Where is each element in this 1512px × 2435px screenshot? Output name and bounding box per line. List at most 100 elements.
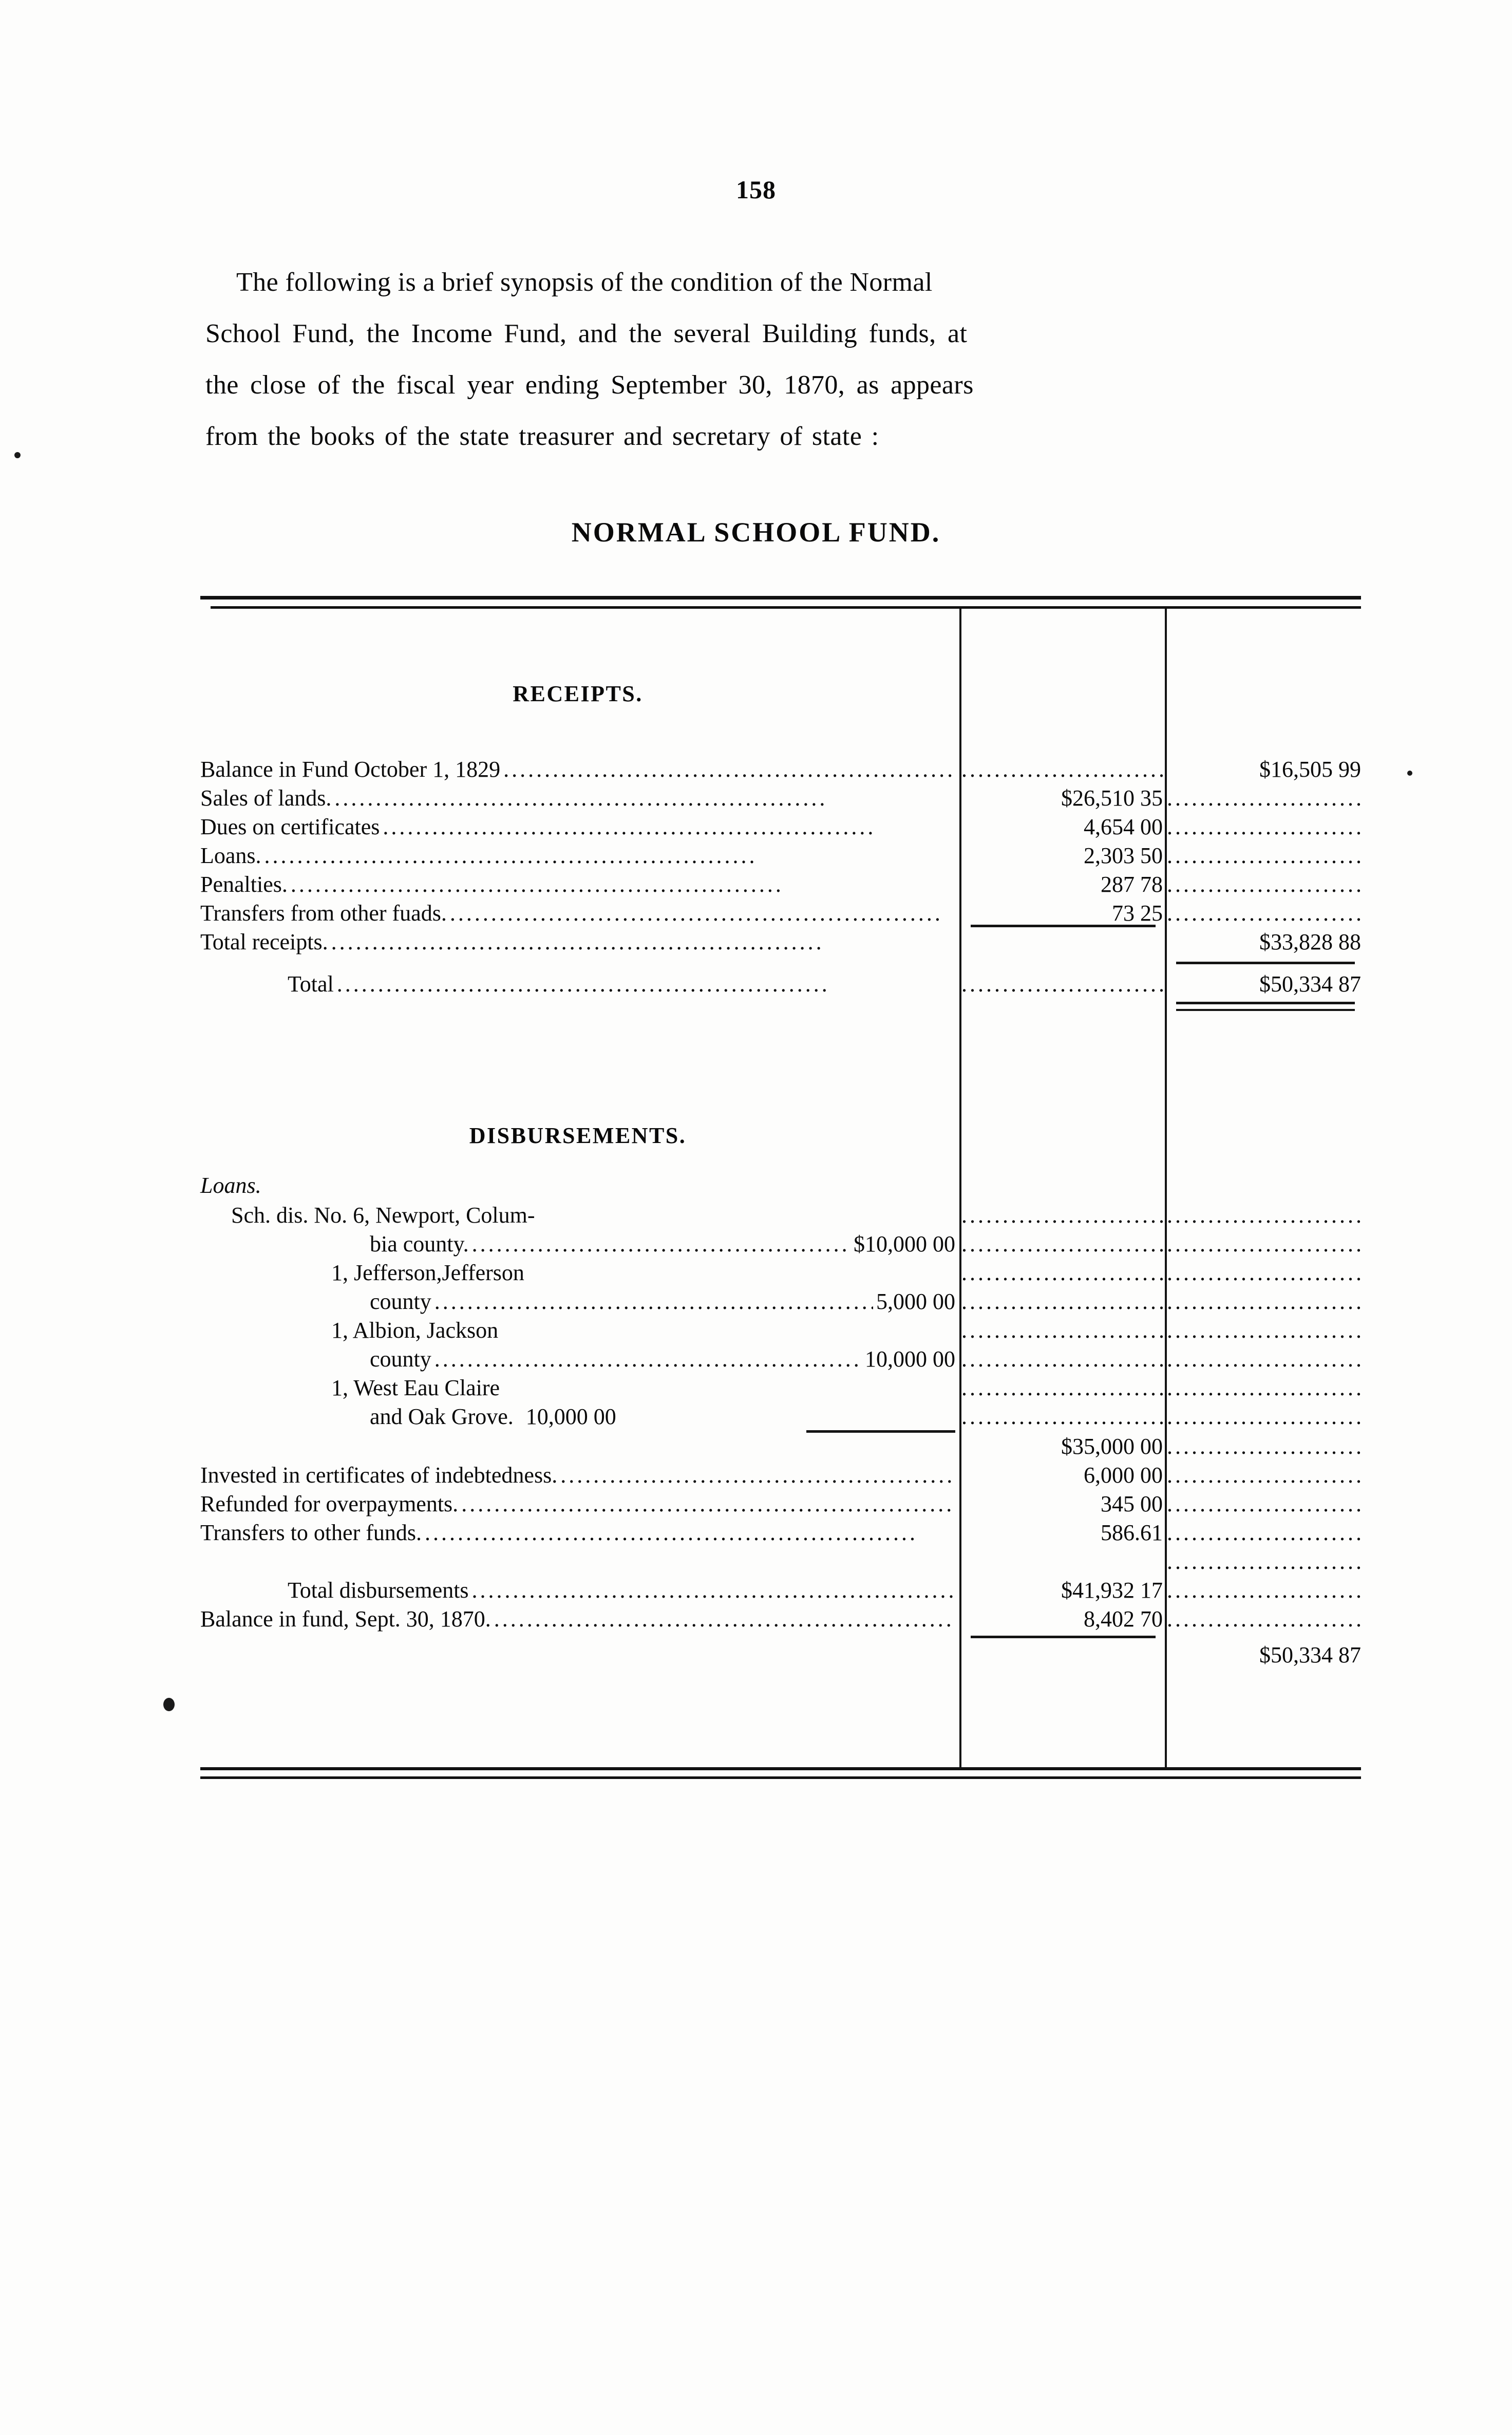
table-row: bia county. ............................… [200, 1230, 1365, 1259]
intro-line-1: The following is a brief synopsis of the… [236, 268, 933, 297]
leader-dots: ........................................… [503, 757, 955, 782]
row-amount-1: ........................................… [961, 971, 1167, 997]
row-amount-1: ........................................… [961, 1318, 1167, 1343]
row-label: Transfers to other funds. [200, 1520, 422, 1545]
row-label-cell: Penalties. .............................… [200, 870, 955, 899]
row-label-cell: Sch. dis. No. 6, Newport, Colum- [200, 1201, 955, 1230]
table-bottom-rule-inner [200, 1776, 1361, 1779]
table-top-rule-inner [211, 606, 1361, 609]
row-amount-1: $41,932 17 [1061, 1578, 1163, 1603]
intro-paragraph: The following is a brief synopsis of the… [205, 257, 1366, 462]
table-row: Sch. dis. No. 6, Newport, Colum- .......… [200, 1201, 1365, 1230]
column-rule-first [959, 609, 961, 1769]
row-amount-2: $50,334 87 [1259, 1642, 1361, 1668]
margin-ink-mark [163, 1698, 175, 1711]
table-row-grand-total: $50,334 87 [200, 1641, 1361, 1670]
row-amount-1: ........................................… [961, 1231, 1167, 1257]
row-amount-2: ........................................… [1167, 1549, 1365, 1574]
row-amount-2: $33,828 88 [1259, 929, 1361, 954]
row-label-cell: 1, Jefferson,Jefferson [200, 1259, 955, 1287]
intro-line-2: School Fund, the Income Fund, and the se… [205, 319, 968, 348]
row-amount-1: 6,000 00 [1084, 1463, 1163, 1488]
leader-dots: ........................................… [331, 929, 824, 954]
row-amount-inline: 10,000 00 [525, 1404, 616, 1429]
leader-dots: ........................................… [560, 1463, 955, 1488]
row-amount-1: 8,402 70 [1084, 1606, 1163, 1632]
row-label-cell: county .................................… [200, 1345, 955, 1374]
row-amount-2: ........................................… [1167, 1289, 1365, 1314]
row-label: and Oak Grove. [370, 1404, 514, 1429]
leader-dots: ........................................… [336, 971, 830, 997]
row-label-cell: Dues on certificates ...................… [200, 813, 955, 841]
row-label: Balance in fund, Sept. 30, 1870. [200, 1606, 491, 1632]
row-label: Balance in Fund October 1, 1829 [200, 757, 501, 782]
row-amount-2: ........................................… [1167, 1434, 1365, 1459]
table-row: 1, Albion, Jackson .....................… [200, 1316, 1365, 1345]
column-rule-second [1165, 609, 1167, 1769]
row-amount-inline: 5,000 00 [876, 1289, 955, 1314]
table-row: Penalties. .............................… [200, 870, 1365, 899]
row-label: Total receipts. [200, 929, 328, 954]
margin-ink-mark [14, 452, 21, 458]
page-number: 158 [736, 175, 776, 204]
receipts-subtotal-rule [971, 925, 1156, 927]
row-amount-1: ........................................… [961, 1203, 1167, 1228]
table-row: Transfers from other fuads. ............… [200, 899, 1365, 928]
table-row: Sales of lands. ........................… [200, 784, 1365, 813]
receipts-heading: RECEIPTS. [513, 681, 643, 706]
table-row: county .................................… [200, 1287, 1365, 1316]
row-amount-1: 2,303 50 [1084, 843, 1163, 868]
intro-line-4: from the books of the state treasurer an… [205, 422, 879, 451]
table-row-total: Total ..................................… [200, 970, 1361, 999]
leader-dots: ........................................… [461, 1491, 955, 1516]
disbursements-total-rule [971, 1636, 1156, 1638]
table-row: Balance in Fund October 1, 1829 ........… [200, 755, 1361, 784]
row-amount-2: ........................................… [1167, 1491, 1365, 1516]
leader-dots: ........................................… [471, 1231, 850, 1257]
row-amount-2: ........................................… [1167, 1346, 1365, 1372]
normal-school-fund-table: RECEIPTS. Balance in Fund October 1, 182… [200, 596, 1365, 1788]
table-row: Invested in certificates of indebtedness… [200, 1461, 1365, 1490]
row-amount-2: ........................................… [1167, 1578, 1365, 1603]
row-label: bia county. [370, 1231, 469, 1257]
leader-dots: ........................................… [264, 843, 758, 868]
row-amount-1: 287 78 [1101, 872, 1163, 897]
table-row: and Oak Grove. 10,000 00 ...............… [200, 1402, 1365, 1431]
loans-subheading: Loans. [200, 1173, 261, 1198]
row-label: 1, Jefferson,Jefferson [331, 1260, 524, 1285]
grand-total-rule-lower [1176, 1009, 1355, 1011]
row-label-cell: bia county. ............................… [200, 1230, 955, 1259]
row-label: Refunded for overpayments. [200, 1491, 459, 1516]
row-amount-2: ........................................… [1167, 1203, 1365, 1228]
row-label-cell: Total disbursements ....................… [200, 1576, 955, 1605]
row-amount-1: 345 00 [1101, 1491, 1163, 1516]
fund-title: NORMAL SCHOOL FUND. [571, 517, 941, 548]
row-label: Dues on certificates [200, 814, 380, 839]
row-amount-1: ........................................… [961, 1404, 1167, 1429]
grand-total-rule-upper [1176, 1002, 1355, 1004]
table-top-rule-outer [200, 596, 1361, 600]
row-amount-inline: $10,000 00 [854, 1231, 955, 1257]
table-row: Loans. .................................… [200, 841, 1365, 870]
row-amount-2: ........................................… [1167, 1520, 1365, 1545]
row-amount-2: ........................................… [1167, 872, 1365, 897]
row-amount-2: ........................................… [1167, 1404, 1365, 1429]
table-row-spacer: ........................................… [200, 1547, 1365, 1576]
row-label: Total disbursements [288, 1578, 469, 1603]
row-label-cell: and Oak Grove. 10,000 00 [200, 1402, 955, 1431]
row-amount-1: ........................................… [961, 1260, 1167, 1285]
row-label-cell: 1, Albion, Jackson [200, 1316, 955, 1345]
leader-dots: ........................................… [290, 872, 784, 897]
row-label: county [370, 1346, 431, 1372]
row-label: Loans. [200, 843, 261, 868]
leader-dots: ........................................… [471, 1578, 955, 1603]
table-row: Dues on certificates ...................… [200, 813, 1365, 841]
table-bottom-rule-outer [200, 1767, 1361, 1770]
row-label-cell: Sales of lands. ........................… [200, 784, 955, 813]
row-amount-2: ........................................… [1167, 1606, 1365, 1632]
row-label-cell: 1, West Eau Claire [200, 1374, 955, 1402]
table-row: 1, Jefferson,Jefferson .................… [200, 1259, 1365, 1287]
margin-ink-mark [1407, 771, 1412, 776]
row-label: Sch. dis. No. 6, Newport, Colum- [231, 1203, 535, 1228]
